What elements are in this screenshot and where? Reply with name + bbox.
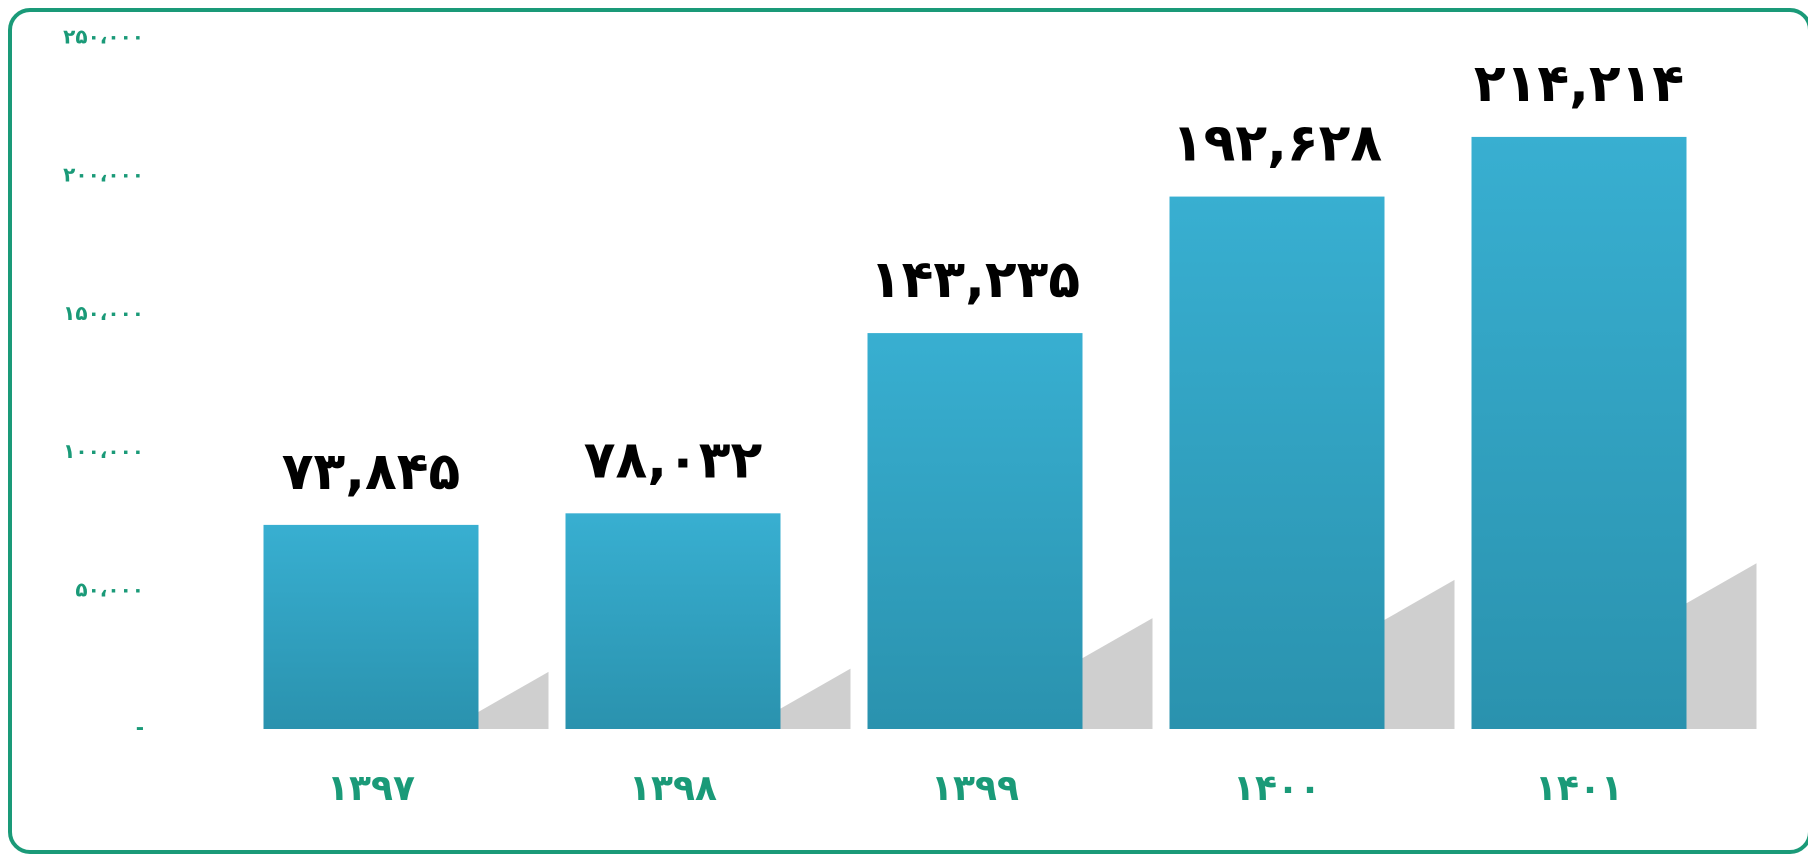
x-tick-label: ۱۳۹۹ [931, 768, 1019, 809]
bar-shadow [1686, 563, 1757, 729]
bar [867, 333, 1083, 729]
x-tick-label: ۱۳۹۸ [629, 768, 717, 809]
y-tick-label: ۱۰۰،۰۰۰ [63, 439, 144, 463]
y-tick-label: ۵۰،۰۰۰ [75, 577, 144, 601]
value-label: ۲۱۴,۲۱۴ [1474, 54, 1684, 114]
value-label: ۱۴۳,۲۳۵ [870, 250, 1080, 310]
bar [565, 513, 781, 729]
x-tick-label: ۱۳۹۷ [327, 768, 415, 809]
bar [1471, 136, 1687, 730]
bar-shadow [478, 671, 549, 729]
y-tick-label: ۲۰۰،۰۰۰ [63, 163, 144, 187]
x-tick-label: ۱۴۰۱ [1535, 768, 1623, 809]
value-label: ۷۸,۰۳۲ [584, 430, 763, 490]
bar-shadow [780, 668, 851, 729]
y-tick-label: ۲۵۰،۰۰۰ [63, 25, 144, 49]
value-label: ۷۳,۸۴۵ [282, 442, 460, 502]
bar-shadow [1082, 618, 1153, 729]
y-tick-label: - [136, 716, 144, 740]
bar [1169, 196, 1385, 730]
x-tick-label: ۱۴۰۰ [1233, 768, 1321, 809]
y-tick-label: ۱۵۰،۰۰۰ [63, 301, 144, 325]
bar-shadow [1384, 579, 1455, 729]
value-label: ۱۹۲,۶۲۸ [1172, 114, 1382, 174]
bar [263, 524, 479, 729]
